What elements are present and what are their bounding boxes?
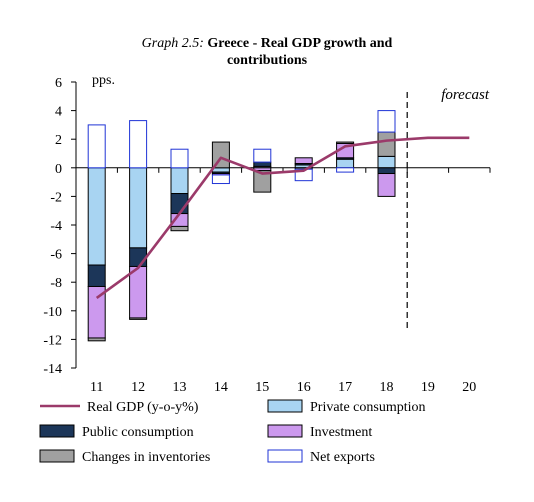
forecast-annotation: forecast [441,87,490,103]
x-tick-label: 15 [255,380,269,395]
y-tick-label: -6 [50,248,62,263]
bar-changes-in-inventories [87,337,106,342]
bar-investment [129,265,148,319]
x-tick-label: 14 [214,380,228,395]
bar-private-consumption [129,167,148,249]
bar-changes-in-inventories [129,317,148,320]
bar-investment [377,173,396,197]
legend-label: Public consumption [82,425,194,440]
chart-title-main: Greece - Real GDP growth and [207,36,393,51]
bar-public-consumption [129,247,148,267]
y-tick-label: 6 [55,76,62,91]
y-tick-label: -2 [50,190,62,205]
chart-title-prefix: Graph 2.5: [141,36,204,51]
gdp-line [95,136,470,299]
bar-public-consumption [253,161,272,167]
x-tick-label: 19 [421,380,435,395]
legend-swatch-changes-in-inventories [39,449,75,463]
legend-label: Net exports [310,450,375,465]
y-tick-label: -10 [43,305,62,320]
bar-net-exports [87,124,106,169]
y-tick-label: 4 [55,105,62,120]
legend-label: Investment [310,425,372,440]
bar-changes-in-inventories [170,225,189,232]
x-tick-label: 13 [173,380,187,395]
y-axis-label: pps. [92,73,115,88]
x-tick-label: 17 [338,380,352,395]
y-tick-label: -12 [43,333,62,348]
bar-net-exports [211,174,230,185]
legend-swatch-public-consumption [39,424,75,438]
bar-private-consumption [170,167,189,195]
bar-net-exports [377,110,396,133]
y-tick-label: -4 [50,219,62,234]
y-tick-label: 2 [55,133,62,148]
x-tick-label: 20 [462,380,476,395]
bar-public-consumption [377,167,396,175]
chart-title-line2: contributions [226,53,308,68]
legend-swatch-net-exports [267,449,303,463]
bar-net-exports [129,120,148,169]
legend-label: Real GDP (y-o-y%) [87,400,199,415]
x-tick-label: 18 [380,380,394,395]
chart-title: Graph 2.5: Greece - Real GDP growth and [0,35,534,52]
y-tick-label: 0 [55,162,62,177]
bar-private-consumption [87,167,106,266]
y-tick-label: -14 [43,362,62,377]
legend-swatch-investment [267,424,303,438]
bar-private-consumption [211,167,230,173]
bar-changes-in-inventories [336,141,355,144]
bar-changes-in-inventories [377,131,396,157]
bar-changes-in-inventories [253,170,272,193]
legend-label: Changes in inventories [82,450,210,465]
bar-net-exports [336,167,355,173]
bar-investment [294,157,313,165]
legend-label: Private consumption [310,400,426,415]
bar-net-exports [170,148,189,169]
x-tick-label: 11 [90,380,103,395]
x-tick-label: 16 [297,380,311,395]
bar-net-exports [253,148,272,163]
bar-private-consumption [377,155,396,169]
bar-public-consumption [87,264,106,287]
x-tick-label: 12 [131,380,145,395]
y-tick-label: -8 [50,276,62,291]
legend-swatch-private-consumption [267,399,303,413]
bar-private-consumption [336,158,355,169]
